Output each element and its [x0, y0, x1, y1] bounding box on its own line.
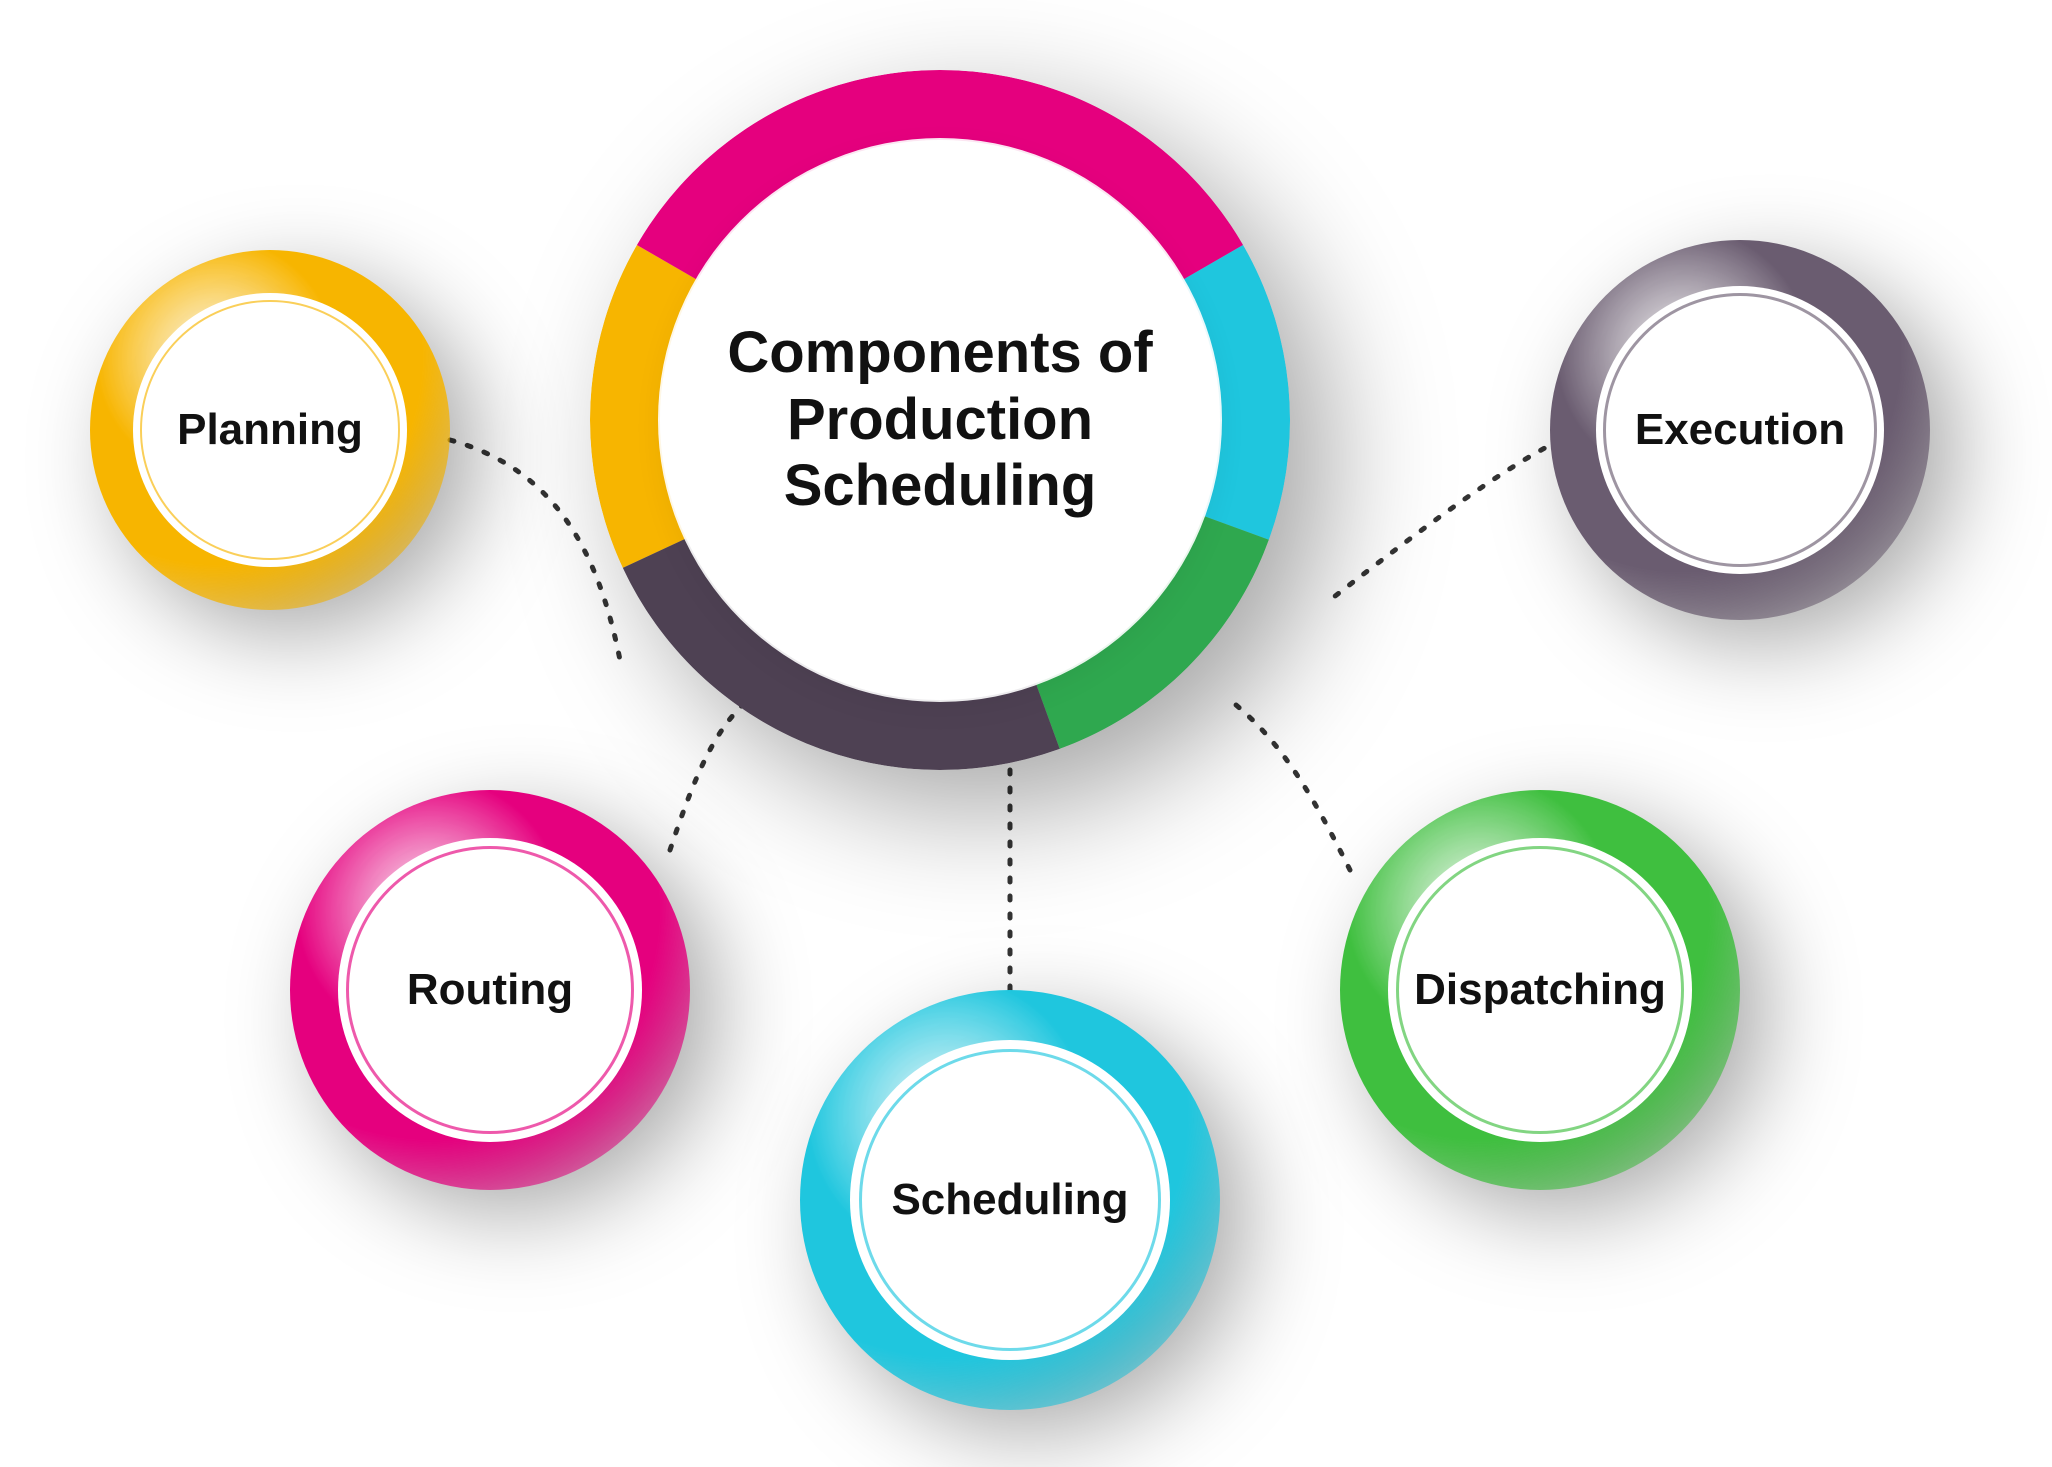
node-label-execution: Execution	[1635, 405, 1845, 455]
hub-title: Components of Production Scheduling	[660, 320, 1220, 520]
connector	[1330, 440, 1560, 600]
node-scheduling: Scheduling	[800, 990, 1220, 1410]
diagram-stage: Components of Production Scheduling Plan…	[0, 0, 2052, 1467]
node-routing: Routing	[290, 790, 690, 1190]
hub-inner: Components of Production Scheduling	[660, 140, 1220, 700]
node-label-scheduling: Scheduling	[891, 1175, 1128, 1225]
node-execution: Execution	[1550, 240, 1930, 620]
node-label-dispatching: Dispatching	[1414, 965, 1666, 1015]
hub: Components of Production Scheduling	[590, 70, 1290, 770]
node-dispatching: Dispatching	[1340, 790, 1740, 1190]
node-planning: Planning	[90, 250, 450, 610]
node-label-planning: Planning	[177, 405, 363, 455]
node-label-routing: Routing	[407, 965, 573, 1015]
